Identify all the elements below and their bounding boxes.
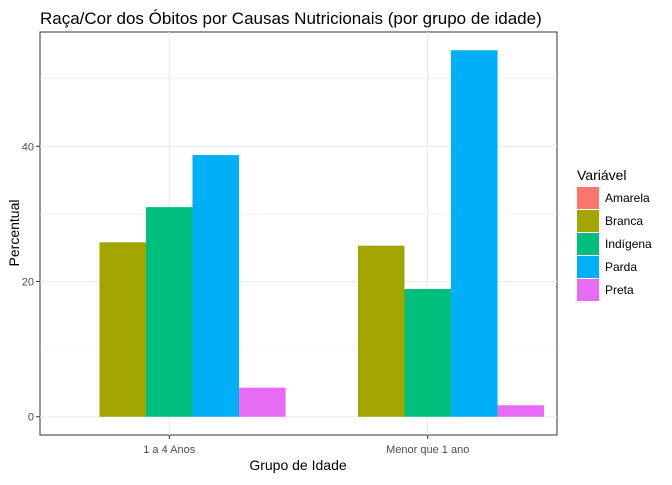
legend-label: Parda xyxy=(605,260,637,274)
bar xyxy=(99,242,146,417)
y-axis: 0 20 40 xyxy=(22,141,40,424)
legend-title: Variável xyxy=(577,167,627,183)
y-tick-label: 20 xyxy=(22,277,34,289)
bar xyxy=(192,155,240,417)
legend-label: Branca xyxy=(605,214,643,228)
bar xyxy=(239,387,286,417)
x-tick-label: 1 a 4 Anos xyxy=(143,444,195,456)
bar xyxy=(404,288,452,417)
legend-swatch xyxy=(577,279,599,301)
legend-swatch xyxy=(577,210,599,232)
legend-swatch xyxy=(577,256,599,278)
bar xyxy=(497,405,545,417)
y-tick-label: 0 xyxy=(28,412,34,424)
legend-swatch xyxy=(577,233,599,255)
bar xyxy=(357,245,405,417)
x-axis: 1 a 4 Anos Menor que 1 ano xyxy=(143,435,469,456)
y-axis-title: Percentual xyxy=(6,200,22,267)
bar xyxy=(451,50,498,417)
legend-label: Indígena xyxy=(605,237,652,251)
bar xyxy=(145,207,193,417)
legend-swatch xyxy=(577,187,599,209)
bars xyxy=(99,50,545,417)
chart-title: Raça/Cor dos Óbitos por Causas Nutricion… xyxy=(40,9,542,28)
legend-label: Amarela xyxy=(605,191,650,205)
y-tick-label: 40 xyxy=(22,141,34,153)
legend-label: Preta xyxy=(605,283,634,297)
x-tick-label: Menor que 1 ano xyxy=(386,444,469,456)
legend: Variável Amarela Branca Indígena Parda Preta xyxy=(577,167,652,301)
x-axis-title: Grupo de Idade xyxy=(249,457,347,473)
